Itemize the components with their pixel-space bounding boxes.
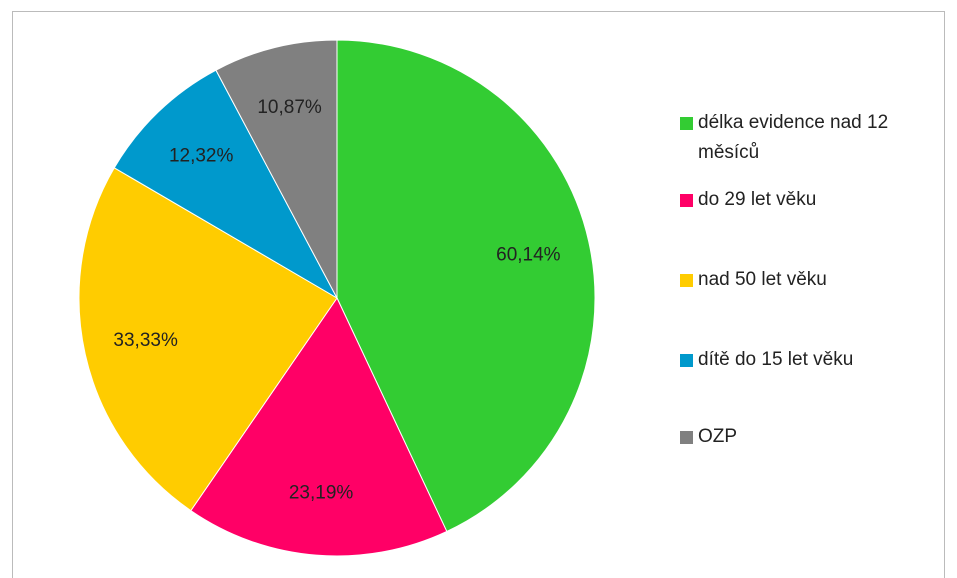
data-label: 23,19% [289, 482, 354, 503]
legend-swatch [680, 274, 693, 287]
pie-slice [190, 296, 448, 557]
legend-label: do 29 let věku [698, 189, 817, 210]
pie-slice [78, 167, 338, 512]
pie-slice [113, 69, 339, 300]
legend-item: nad 50 let věku [680, 265, 920, 295]
data-label: 12,32% [169, 146, 234, 167]
legend-swatch [680, 431, 693, 444]
legend-label: OZP [698, 426, 738, 447]
legend-swatch [680, 354, 693, 367]
legend-label: nad 50 let věku [698, 269, 827, 290]
data-label: 60,14% [496, 244, 561, 265]
legend-swatch [680, 194, 693, 207]
legend-item: OZP [680, 422, 920, 452]
legend-swatch [680, 117, 693, 130]
data-label: 33,33% [113, 330, 178, 351]
legend-label: délka evidence nad 12 měsíců [698, 112, 889, 163]
data-label: 10,87% [257, 97, 322, 118]
legend-label: dítě do 15 let věku [698, 349, 854, 370]
chart-border [12, 11, 945, 578]
legend-item: do 29 let věku [680, 185, 920, 215]
pie-slice [215, 39, 338, 299]
pie-slice [336, 39, 596, 533]
legend-item: délka evidence nad 12 měsíců [680, 108, 920, 168]
legend-item: dítě do 15 let věku [680, 345, 920, 375]
